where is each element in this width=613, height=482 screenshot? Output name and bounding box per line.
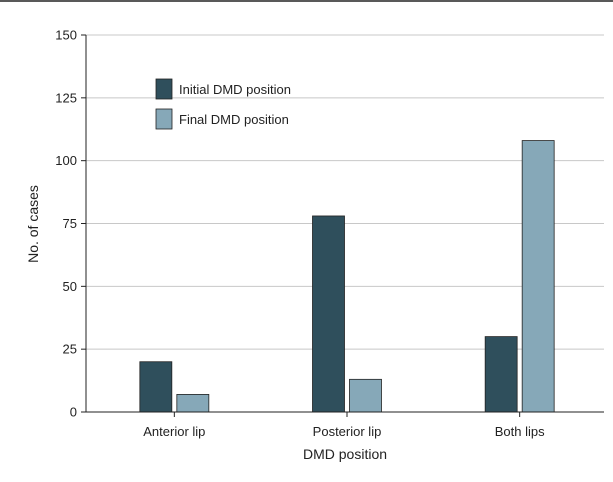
y-tick-label: 25	[63, 342, 77, 357]
x-tick-label: Posterior lip	[313, 424, 382, 439]
legend-label-initial: Initial DMD position	[179, 82, 291, 97]
bar-final	[521, 140, 555, 413]
bar-initial	[139, 361, 173, 413]
bar-final	[349, 378, 382, 413]
x-axis-ticks: Anterior lip Posterior lip Both lips	[143, 412, 545, 439]
y-tick-label: 100	[55, 153, 77, 168]
bars	[139, 140, 555, 413]
y-axis-ticks: 0 25 50 75 100 125 150	[55, 28, 86, 420]
legend-swatch-initial	[155, 78, 173, 100]
bar-final	[176, 394, 210, 413]
bar-initial	[484, 336, 518, 413]
x-tick-label: Anterior lip	[143, 424, 205, 439]
y-tick-label: 75	[63, 216, 77, 231]
x-axis-title: DMD position	[303, 446, 387, 462]
bar-initial	[312, 215, 345, 413]
y-tick-label: 0	[70, 405, 77, 420]
y-tick-label: 150	[55, 28, 77, 43]
y-tick-label: 125	[55, 90, 77, 105]
legend-swatch-final	[155, 108, 173, 130]
legend-label-final: Final DMD position	[179, 112, 289, 127]
legend: Initial DMD position Final DMD position	[155, 78, 291, 130]
y-axis-title: No. of cases	[25, 185, 41, 263]
x-tick-label: Both lips	[495, 424, 545, 439]
y-tick-label: 50	[63, 279, 77, 294]
